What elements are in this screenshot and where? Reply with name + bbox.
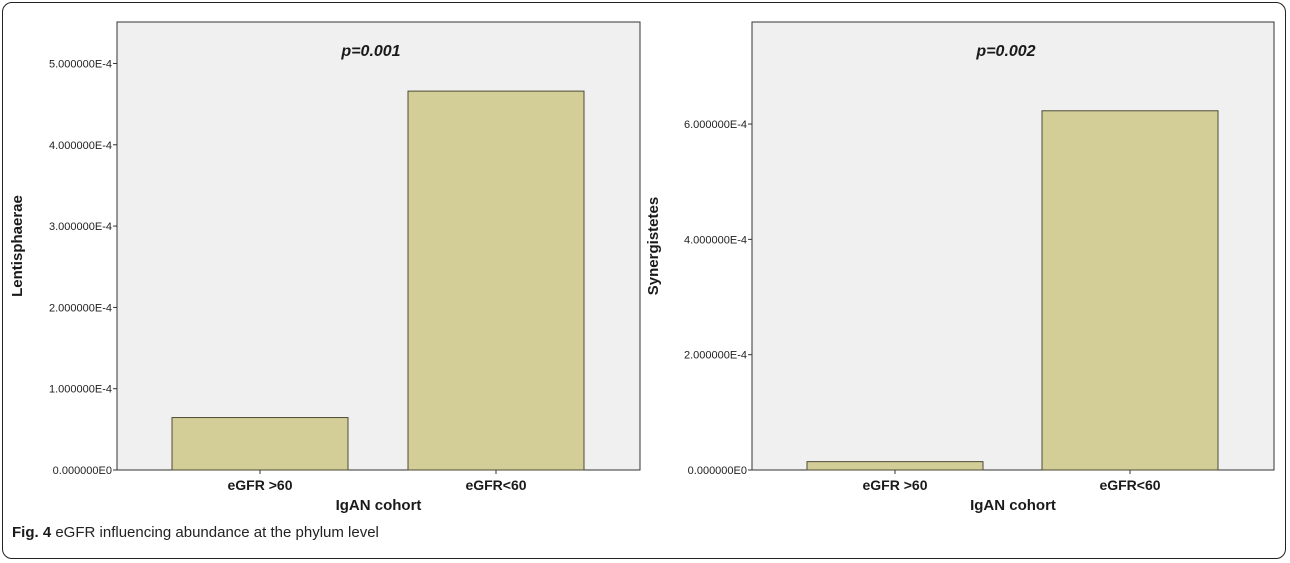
chart-2-category-label: eGFR >60 (863, 477, 928, 493)
caption-text: eGFR influencing abundance at the phylum… (55, 524, 379, 541)
chart-2-ytick-label: 6.000000E-4 (684, 119, 747, 131)
chart-2-bar-2 (1041, 110, 1219, 471)
chart-1-ytick-label: 1.000000E-4 (49, 384, 112, 396)
chart-2-p-value-annotation: p=0.002 (975, 43, 1035, 60)
chart-2-y-axis-label: Synergistetes (645, 197, 662, 295)
chart-1-ytick-label: 2.000000E-4 (49, 302, 112, 314)
chart-1-bar-2 (407, 90, 585, 471)
chart-1-ytick-label: 4.000000E-4 (49, 140, 112, 152)
chart-1-x-axis-label: IgAN cohort (336, 497, 422, 514)
chart-2-bar-1 (806, 461, 984, 471)
chart-1-y-axis-label: Lentisphaerae (9, 195, 26, 297)
chart-1-p-value-annotation: p=0.001 (340, 43, 400, 60)
chart-1-category-label: eGFR >60 (228, 477, 293, 493)
chart-2-x-axis-label: IgAN cohort (970, 497, 1056, 514)
chart-1-ytick-label: 0.000000E0 (53, 465, 112, 477)
chart-1-ytick-label: 5.000000E-4 (49, 58, 112, 70)
chart-2-ytick-label: 0.000000E0 (688, 465, 747, 477)
chart-2-ytick-label: 2.000000E-4 (684, 350, 747, 362)
chart-1-category-label: eGFR<60 (465, 477, 526, 493)
figure-charts: 0.000000E0 1.000000E-4 2.000000E-4 3.000000… (9, 21, 1275, 514)
chart-1-ytick-label: 3.000000E-4 (49, 221, 112, 233)
chart-2-category-label: eGFR<60 (1099, 477, 1160, 493)
chart-2-ytick-label: 4.000000E-4 (684, 234, 747, 246)
caption-label: Fig. 4 (12, 524, 52, 541)
chart-1-bar-1 (171, 417, 349, 471)
figure-caption: Fig. 4 eGFR influencing abundance at the… (12, 524, 379, 541)
